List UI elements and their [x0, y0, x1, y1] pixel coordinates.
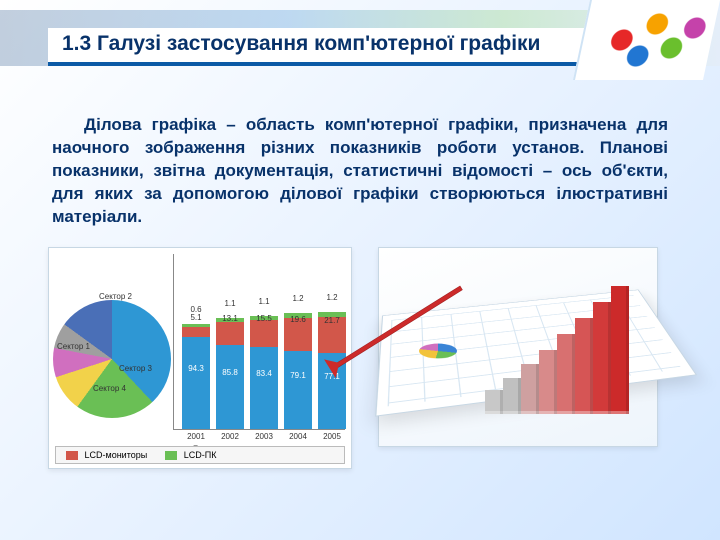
- body-text: Ділова графіка – область комп'ютерної гр…: [52, 114, 668, 229]
- pie-chart: [53, 300, 171, 418]
- stacked-bar-chart: 0.65.194.320011.113.185.820021.115.583.4…: [173, 254, 345, 430]
- pie-label: Сектор 2: [99, 292, 132, 301]
- body-paragraph: Ділова графіка – область комп'ютерної гр…: [52, 114, 668, 229]
- legend: LCD-мониторы LCD-ПК: [55, 446, 345, 464]
- legend-text: LCD-ПК: [184, 450, 217, 460]
- header-decor: [573, 0, 720, 80]
- legend-item: LCD-ПК: [165, 450, 216, 460]
- legend-item: LCD-мониторы: [66, 450, 147, 460]
- bars-3d: [485, 274, 635, 414]
- business-chart-right: [378, 247, 658, 447]
- pie-label: Сектор 1: [57, 342, 90, 351]
- business-chart-left: Сектор 2 Сектор 1 Сектор 3 Сектор 4 0.65…: [48, 247, 352, 469]
- title-bar: 1.3 Галузі застосування комп'ютерної гра…: [48, 28, 600, 66]
- page-title: 1.3 Галузі застосування комп'ютерної гра…: [62, 32, 586, 56]
- legend-swatch: [66, 451, 78, 460]
- legend-text: LCD-мониторы: [85, 450, 148, 460]
- pie-label: Сектор 4: [93, 384, 126, 393]
- pie-label: Сектор 3: [119, 364, 152, 373]
- mini-pie: [419, 343, 457, 358]
- legend-swatch: [165, 451, 177, 460]
